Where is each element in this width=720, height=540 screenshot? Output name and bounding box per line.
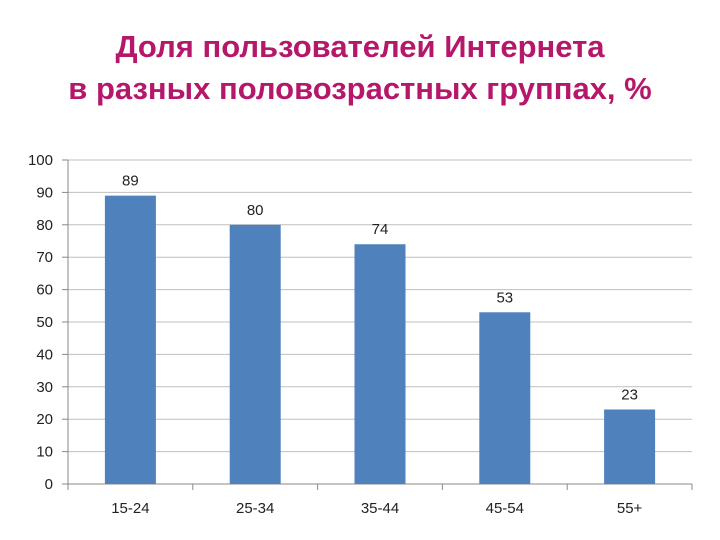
y-tick-label: 80: [36, 217, 53, 234]
bar-15-24: [104, 195, 156, 484]
y-tick-label: 50: [36, 314, 53, 331]
data-labels: 89 80 74 53 23: [122, 173, 638, 404]
y-tick-label: 0: [45, 476, 53, 493]
x-tick-label-55+: 55+: [617, 500, 643, 517]
bar-25-34: [229, 224, 281, 485]
x-tick-label-35-44: 35-44: [361, 500, 399, 517]
chart-title-line-2: в разных половозрастных группах, %: [68, 71, 652, 106]
x-tick-label-25-34: 25-34: [236, 500, 274, 517]
x-tick-label-15-24: 15-24: [111, 500, 149, 517]
y-tick-label: 30: [36, 379, 53, 396]
chart-title-line-1: Доля пользователей Интернета: [115, 29, 605, 64]
y-tick-label: 40: [36, 346, 53, 363]
y-axis-tick-labels: 0 10 20 30 40 50 60 70 80 90 100: [28, 152, 53, 493]
y-tick-label: 70: [36, 249, 53, 266]
y-tick-label: 100: [28, 152, 53, 169]
data-label-45-54: 53: [496, 289, 513, 306]
data-label-55+: 23: [621, 386, 638, 403]
y-tick-label: 60: [36, 282, 53, 299]
bar-35-44: [354, 244, 406, 484]
y-tick-label: 90: [36, 184, 53, 201]
x-tick-label-45-54: 45-54: [486, 500, 524, 517]
data-label-15-24: 89: [122, 173, 139, 190]
y-tick-label: 10: [36, 444, 53, 461]
x-axis-tick-labels: 15-24 25-34 35-44 45-54 55+: [111, 500, 642, 517]
bars: [104, 195, 656, 485]
bar-45-54: [479, 312, 531, 484]
chart-title: Доля пользователей Интернета в разных по…: [0, 26, 720, 110]
y-tick-label: 20: [36, 411, 53, 428]
data-label-25-34: 80: [247, 202, 264, 219]
bar-55+: [604, 409, 656, 484]
data-label-35-44: 74: [372, 221, 389, 238]
